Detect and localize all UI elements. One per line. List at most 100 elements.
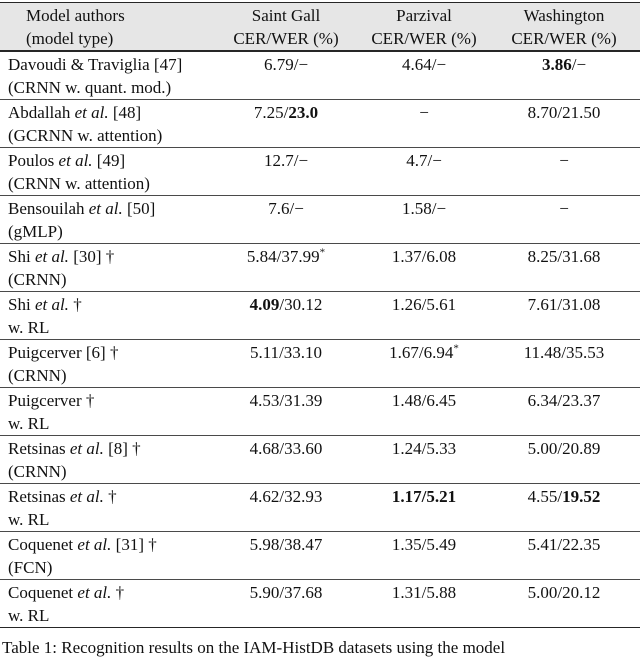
cer-value: − [419,103,429,122]
model-type: (CRNN w. quant. mod.) [8,78,172,97]
cer-value: 7.61 [527,295,558,314]
cell-washington: − [488,195,640,244]
wer-value: 37.68 [284,583,323,602]
author-etal: et al. [84,199,123,218]
cell-saint-gall: 5.98/38.47 [212,531,360,580]
cell-saint-gall: 5.90/37.68 [212,579,360,628]
cer-value: 4.68 [249,439,280,458]
author-ref-and-dagger: [47] [149,55,183,74]
cer-value: 1.67 [389,343,419,362]
author-line: Retsinas et al. † [8,485,212,508]
author-etal: et al. [73,583,112,602]
value-separator: / [421,439,427,458]
wer-value: − [436,55,447,74]
cell-parzival: 4.7/− [360,147,488,196]
value-separator: / [283,103,289,122]
author-name: Retsinas [8,439,66,458]
value-separator: / [421,391,427,410]
value-separator: / [557,247,563,266]
author-etal: et al. [65,487,104,506]
cer-value: 1.48 [391,391,422,410]
cell-saint-gall: 7.6/− [212,195,360,244]
cell-saint-gall: 4.53/31.39 [212,387,360,436]
cell-model-authors: Poulos et al. [49] (CRNN w. attention) [0,147,212,196]
author-ref-and-dagger: [49] [92,151,126,170]
cell-parzival: 4.64/− [360,51,488,100]
cell-saint-gall: 7.25/23.0 [212,99,360,148]
cer-value: 8.70 [527,103,558,122]
wer-value: 5.33 [426,439,457,458]
cer-value: 1.26 [391,295,422,314]
value-separator: / [431,55,437,74]
cell-parzival: 1.31/5.88 [360,579,488,628]
cell-parzival: 1.24/5.33 [360,435,488,484]
cer-value: 3.86 [541,55,572,74]
superscript-marker: * [319,246,326,259]
author-etal: et al. [30,247,69,266]
cer-value: 7.25 [253,103,284,122]
column-header-model-authors: Model authors (model type) [0,2,212,52]
header-line-2: CER/WER (%) [511,29,617,48]
wer-value: − [432,151,442,170]
table-row: Davoudi & Traviglia [47] (CRNN w. quant.… [0,51,640,100]
cer-value: 5.00 [527,439,558,458]
author-name: Abdallah [8,103,71,122]
author-ref-and-dagger: [6] † [81,343,119,362]
cell-saint-gall: 5.11/33.10 [212,339,360,388]
header-line-2: CER/WER (%) [233,29,339,48]
value-separator: / [421,247,427,266]
cer-value: 5.84 [246,247,277,266]
value-separator: / [557,487,563,506]
value-separator: / [421,295,427,314]
cer-value: 4.09 [249,295,280,314]
wer-value: 5.21 [426,487,457,506]
table-row: Retsinas et al. † w. RL 4.62/32.93 1.17/… [0,483,640,532]
author-etal: et al. [65,439,104,458]
author-name: Coquenet [8,583,74,602]
author-etal: et al. [30,295,69,314]
table-row: Coquenet et al. † w. RL 5.90/37.68 1.31/… [0,579,640,628]
cer-value: 1.17 [391,487,422,506]
header-line-1: Saint Gall [251,6,321,25]
cell-washington: 8.70/21.50 [488,99,640,148]
cer-value: 1.37 [391,247,422,266]
value-separator: / [557,439,563,458]
cer-value: 5.98 [249,535,280,554]
cer-value: 5.00 [527,583,558,602]
cell-washington: 6.34/23.37 [488,387,640,436]
value-separator: / [561,343,567,362]
author-ref-and-dagger: † [68,295,82,314]
wer-value: 6.94 [423,343,454,362]
table-caption: Table 1: Recognition results on the IAM-… [2,638,506,657]
cer-value: 5.41 [527,535,558,554]
cell-saint-gall: 4.68/33.60 [212,435,360,484]
model-type: (GCRNN w. attention) [8,126,163,145]
value-separator: / [557,391,563,410]
cer-value: 1.24 [391,439,422,458]
value-separator: / [571,55,577,74]
table-row: Shi et al. [30] † (CRNN) 5.84/37.99* 1.3… [0,243,640,292]
value-separator: / [557,103,563,122]
value-separator: / [279,295,285,314]
value-separator: / [427,151,433,170]
value-separator: / [279,391,285,410]
author-name: Shi [8,247,31,266]
wer-value: 19.52 [562,487,601,506]
header-row: Model authors (model type) Saint Gall CE… [0,2,640,52]
wer-value: 5.49 [426,535,457,554]
wer-value: 30.12 [284,295,323,314]
value-separator: / [279,343,284,362]
cer-value: 1.31 [391,583,422,602]
value-separator: / [421,535,427,554]
author-line: Abdallah et al. [48] [8,101,212,124]
wer-value: 31.68 [562,247,601,266]
author-ref-and-dagger: † [103,487,117,506]
model-type: w. RL [8,414,50,433]
cell-washington: 7.61/31.08 [488,291,640,340]
wer-value: 23.0 [288,103,319,122]
wer-value: − [294,199,304,218]
cell-washington: 4.55/19.52 [488,483,640,532]
column-header-parzival: Parzival CER/WER (%) [360,2,488,52]
author-etal: et al. [54,151,93,170]
cell-parzival: 1.26/5.61 [360,291,488,340]
